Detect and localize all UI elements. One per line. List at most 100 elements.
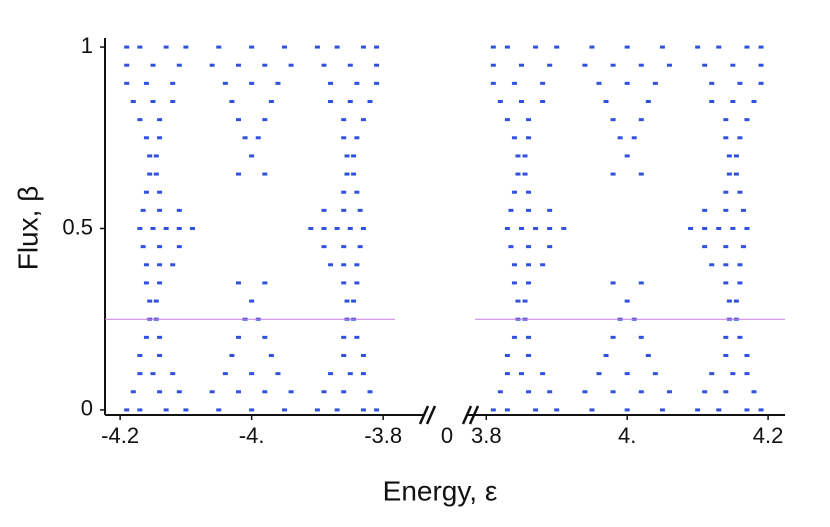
- point: [268, 353, 274, 357]
- point: [150, 372, 156, 376]
- point: [222, 81, 228, 85]
- point: [726, 172, 732, 176]
- point: [176, 63, 182, 67]
- point: [157, 190, 163, 194]
- point: [360, 226, 366, 230]
- point: [163, 408, 169, 412]
- point: [176, 208, 182, 212]
- point: [314, 45, 320, 49]
- point: [374, 63, 380, 67]
- point: [610, 118, 616, 122]
- point: [638, 172, 644, 176]
- point: [157, 390, 163, 394]
- point: [624, 154, 630, 158]
- point: [547, 390, 553, 394]
- point: [157, 263, 163, 267]
- y-tick-label: 1: [81, 33, 93, 58]
- point: [360, 118, 366, 122]
- point: [733, 172, 739, 176]
- point: [737, 263, 743, 267]
- point: [150, 63, 156, 67]
- point: [723, 390, 729, 394]
- point: [176, 245, 182, 249]
- point: [540, 99, 546, 103]
- point: [723, 281, 729, 285]
- point: [124, 408, 130, 412]
- point: [740, 245, 746, 249]
- point: [140, 245, 146, 249]
- point: [744, 353, 750, 357]
- point: [170, 81, 176, 85]
- point: [235, 118, 241, 122]
- point: [709, 99, 715, 103]
- point: [262, 63, 268, 67]
- point: [328, 263, 334, 267]
- point: [751, 390, 757, 394]
- point: [229, 353, 235, 357]
- point: [354, 190, 360, 194]
- point: [645, 99, 651, 103]
- point: [645, 353, 651, 357]
- point: [153, 154, 159, 158]
- point: [351, 172, 357, 176]
- point: [209, 390, 215, 394]
- point: [255, 136, 261, 140]
- point: [137, 372, 143, 376]
- point: [624, 81, 630, 85]
- point: [554, 408, 560, 412]
- point: [153, 299, 159, 303]
- point: [603, 353, 609, 357]
- point: [519, 99, 524, 103]
- point: [702, 63, 708, 67]
- point: [328, 99, 334, 103]
- point: [321, 208, 327, 212]
- point: [354, 335, 360, 339]
- point: [170, 263, 176, 267]
- point: [624, 408, 630, 412]
- point: [143, 190, 149, 194]
- point: [235, 172, 241, 176]
- point: [519, 63, 524, 67]
- point: [341, 263, 347, 267]
- point: [262, 281, 268, 285]
- point: [758, 408, 764, 412]
- point: [176, 226, 182, 230]
- point: [702, 245, 708, 249]
- point: [314, 408, 320, 412]
- point: [519, 372, 524, 376]
- point: [737, 335, 743, 339]
- point: [262, 335, 268, 339]
- point: [511, 281, 517, 285]
- point: [561, 226, 567, 230]
- point: [347, 63, 353, 67]
- point: [321, 390, 327, 394]
- point: [170, 99, 176, 103]
- point: [354, 81, 360, 85]
- point: [504, 353, 510, 357]
- point: [341, 190, 347, 194]
- point: [183, 45, 189, 49]
- point: [730, 226, 736, 230]
- point: [288, 390, 294, 394]
- point: [547, 63, 553, 67]
- x-tick-label: -3.8: [364, 423, 402, 448]
- point: [275, 81, 281, 85]
- point: [268, 99, 274, 103]
- point: [751, 99, 757, 103]
- point: [275, 372, 281, 376]
- point: [744, 372, 750, 376]
- point: [526, 208, 532, 212]
- x-tick-label: 4.2: [753, 423, 784, 448]
- point: [589, 408, 595, 412]
- point: [321, 226, 327, 230]
- point: [321, 245, 327, 249]
- point: [610, 335, 616, 339]
- point: [702, 226, 708, 230]
- point: [709, 81, 715, 85]
- point: [262, 118, 268, 122]
- point: [723, 190, 729, 194]
- point: [526, 190, 532, 194]
- point: [744, 408, 750, 412]
- point: [490, 45, 496, 49]
- point: [354, 281, 360, 285]
